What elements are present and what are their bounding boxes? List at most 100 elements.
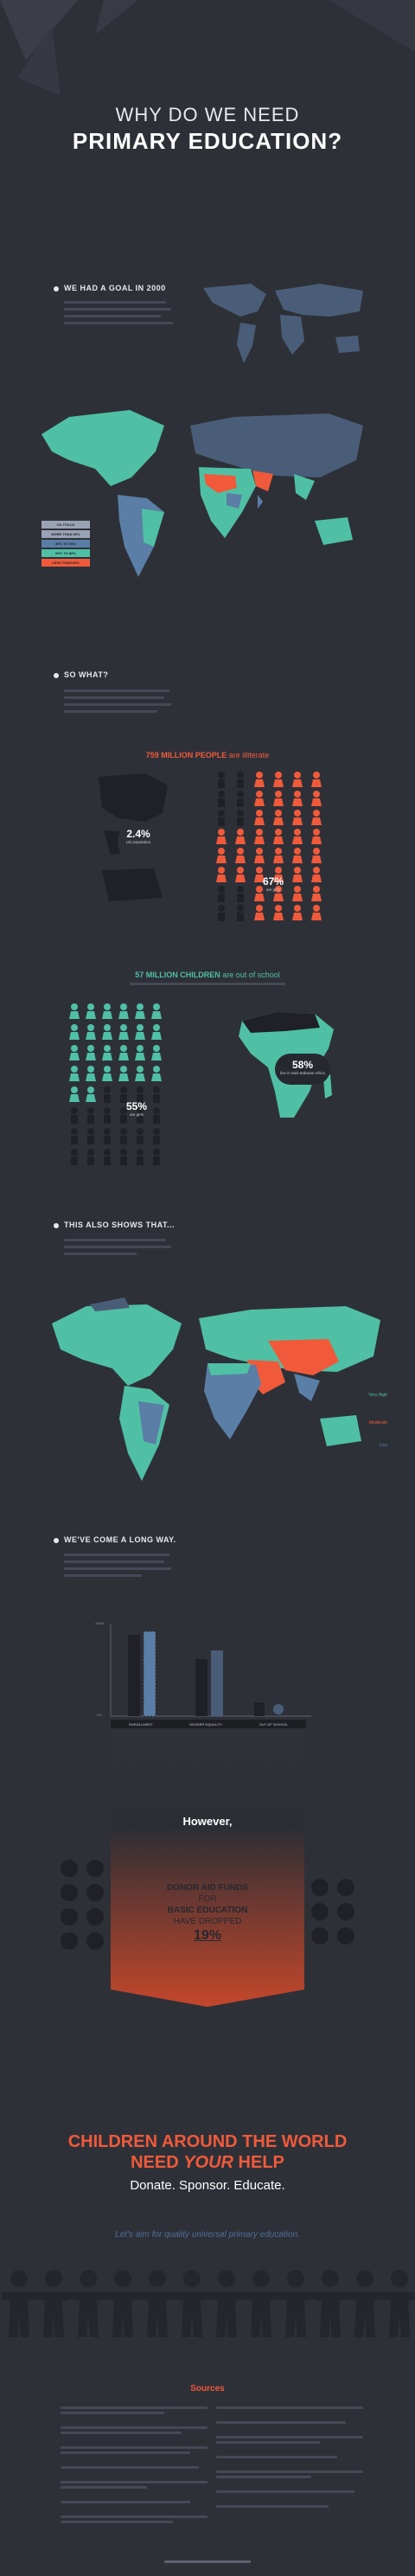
girl-icon [273, 791, 284, 806]
girl-icon [292, 905, 303, 920]
girl-icon [86, 1066, 96, 1081]
paper-person-icon [105, 2270, 140, 2337]
girl-icon [135, 1024, 145, 1040]
paper-chain-people [2, 2270, 415, 2337]
girl-icon [273, 905, 284, 920]
girl-icon [135, 1066, 145, 1081]
pct-us-label: US population [125, 840, 151, 844]
girl-icon [254, 791, 265, 806]
illiterate-people-grid [216, 772, 322, 921]
girl-icon [254, 848, 265, 863]
girl-icon [102, 1045, 112, 1061]
person-icon [104, 1107, 111, 1124]
illiterate-us-stat: 2.4% US population [119, 828, 157, 844]
chart-axis-top: 100% [95, 1621, 105, 1625]
girl-icon [311, 829, 322, 844]
person-icon [104, 1128, 111, 1144]
coins-right [311, 1879, 354, 1945]
goal-heading: WE HAD A GOAL IN 2000 [54, 284, 166, 292]
africa-stat: 58% live in Sub-Saharan Africa [275, 1054, 330, 1085]
girl-icon [254, 905, 265, 920]
legend-60-80: 60% TO 80% [42, 549, 90, 557]
out-of-school-headline: 57 MILLION CHILDREN are out of school [135, 971, 280, 979]
girl-icon [235, 829, 246, 844]
person-icon [153, 1149, 160, 1165]
person-icon [237, 886, 244, 902]
pct-us-value: 2.4 [126, 828, 141, 840]
cat-enrollment: ENROLLMENT [129, 1721, 153, 1727]
person-icon [153, 1107, 160, 1124]
girl-icon [69, 1024, 80, 1040]
label-very-high: Very High [368, 1393, 387, 1398]
person-icon [120, 1107, 127, 1124]
person-icon [237, 772, 244, 788]
us-map [99, 773, 168, 901]
girl-icon [254, 810, 265, 825]
paper-person-icon [175, 2270, 209, 2337]
girl-icon [69, 1003, 80, 1019]
girl-icon [292, 810, 303, 825]
person-icon [87, 1149, 94, 1165]
girl-icon [292, 829, 303, 844]
girl-icon [311, 791, 322, 806]
person-icon [120, 1128, 127, 1144]
person-icon [218, 886, 225, 902]
label-moderate: Moderate [368, 1420, 387, 1426]
legend-90: MORE THAN 90% [42, 530, 90, 538]
however-text: However, [182, 1815, 233, 1828]
girl-icon [86, 1024, 96, 1040]
legend-less-60: LESS THAN 60% [42, 559, 90, 567]
girl-icon [118, 1066, 129, 1081]
donor-aid-text: DONOR AID FUNDS FOR BASIC EDUCATION HAVE… [0, 1882, 415, 1945]
cat-out-of-school: OUT OF SCHOOL [259, 1721, 288, 1727]
legend-on-track: ON TRACK [42, 521, 90, 529]
girl-icon [311, 867, 322, 882]
girl-icon [254, 867, 265, 882]
girl-icon [292, 791, 303, 806]
paper-person-icon [244, 2270, 278, 2337]
girl-icon [118, 1024, 129, 1040]
girl-icon [235, 867, 246, 882]
person-icon [137, 1128, 144, 1144]
girl-icon [69, 1086, 80, 1102]
person-icon [104, 1149, 111, 1165]
paper-person-icon [278, 2270, 313, 2337]
person-icon [218, 905, 225, 921]
hero-title: WHY DO WE NEED PRIMARY EDUCATION? [0, 104, 415, 155]
person-icon [120, 1086, 127, 1103]
girl-icon [69, 1045, 80, 1061]
top-shards [0, 0, 415, 95]
person-icon [237, 791, 244, 807]
girl-icon [273, 772, 284, 787]
girl-icon [292, 772, 303, 787]
girl-icon [151, 1024, 162, 1040]
person-icon [137, 1107, 144, 1124]
out-of-school-subline [130, 983, 285, 985]
cta-headline: CHILDREN AROUND THE WORLD NEED YOUR HELP [0, 2131, 415, 2173]
person-icon [153, 1086, 160, 1103]
girl-icon [311, 810, 322, 825]
literacy-labels: Very High Moderate Low [335, 1393, 387, 1448]
however-panel [111, 1730, 304, 2007]
person-icon [137, 1149, 144, 1165]
coins-left [61, 1860, 104, 1950]
girl-icon [102, 1024, 112, 1040]
hero-line-1: WHY DO WE NEED [115, 104, 300, 125]
donor-l2: FOR [198, 1894, 217, 1904]
girl-icon [135, 1045, 145, 1061]
label-low: Low [379, 1443, 387, 1448]
cta-line-1: CHILDREN AROUND THE WORLD [67, 2132, 348, 2151]
girl-icon [118, 1045, 129, 1061]
sources-col-left [61, 2406, 208, 2523]
cta-subline: Donate. Sponsor. Educate. [130, 2178, 285, 2193]
footer-line [164, 2560, 251, 2563]
girl-icon [311, 848, 322, 863]
oos-girls-stat: 55% are girls [119, 1100, 154, 1117]
girl-icon [292, 848, 303, 863]
pct-africa-value: 58 [291, 1059, 304, 1071]
paper-person-icon [2, 2270, 36, 2337]
girl-icon [311, 772, 322, 787]
donor-l3: BASIC EDUCATION [167, 1906, 248, 1915]
girl-icon [311, 886, 322, 901]
sources-title: Sources [190, 2384, 225, 2393]
